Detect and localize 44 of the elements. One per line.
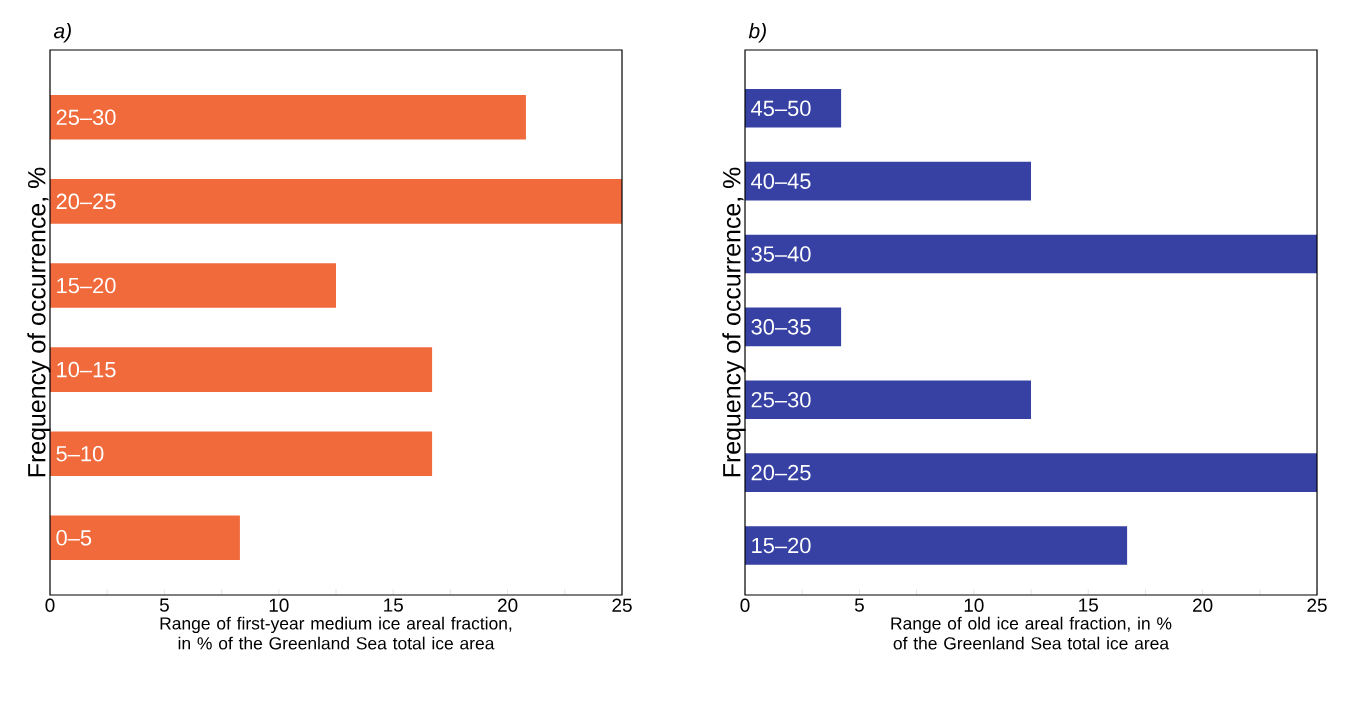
x-tick-label: 10: [269, 598, 289, 612]
bar: [745, 453, 1318, 492]
y-tick-label: 30–35: [751, 319, 811, 335]
chart-title: b): [748, 23, 766, 43]
x-axis-title: Range of first-year medium ice areal fraction, in % of the Greenland Sea total ice area: [160, 616, 512, 650]
bar: [745, 88, 842, 128]
y-axis-title: Frequency of occurrence, %: [722, 167, 746, 477]
x-tick-label: 25: [1307, 598, 1327, 612]
x-axis-title: Range of old ice areal fraction, in % of the Greenland Sea total ice area: [891, 616, 1172, 650]
y-tick-label: 25–30: [56, 109, 116, 126]
bar: [745, 526, 1128, 565]
y-tick-label: 20–25: [751, 464, 811, 481]
x-tick-label: 25: [612, 598, 632, 612]
bar: [50, 515, 240, 561]
y-tick-label: 15–20: [57, 277, 116, 294]
bar: [745, 380, 1032, 420]
y-tick-label: 0–5: [56, 530, 92, 546]
y-tick-label: 45–50: [751, 100, 811, 117]
x-tick-label: 10: [964, 598, 984, 612]
y-tick-label: 35–40: [751, 246, 811, 262]
y-tick-label: 25–30: [751, 391, 811, 408]
bar: [50, 179, 622, 224]
bar: [50, 263, 336, 308]
y-tick-label: 5–10: [56, 445, 104, 462]
chart-title: a): [53, 23, 71, 43]
x-tick-label: 5: [854, 598, 864, 612]
x-tick-label: 0: [45, 598, 55, 612]
x-tick-label: 5: [159, 598, 169, 612]
y-tick-label: 15–20: [752, 537, 811, 554]
y-axis-title: Frequency of occurrence, %: [27, 167, 51, 477]
y-tick-label: 20–25: [56, 193, 116, 210]
bar: [50, 431, 433, 476]
x-tick-label: 20: [1193, 598, 1213, 612]
bar: [745, 307, 842, 347]
x-tick-label: 15: [1079, 598, 1098, 612]
y-tick-label: 40–45: [751, 173, 811, 189]
x-tick-label: 0: [740, 598, 750, 612]
bar: [50, 347, 433, 392]
y-tick-label: 10–15: [57, 361, 116, 378]
x-tick-label: 20: [498, 598, 518, 612]
x-tick-label: 15: [384, 598, 403, 612]
bar: [745, 234, 1318, 274]
bar: [745, 161, 1032, 201]
bar: [50, 94, 526, 140]
